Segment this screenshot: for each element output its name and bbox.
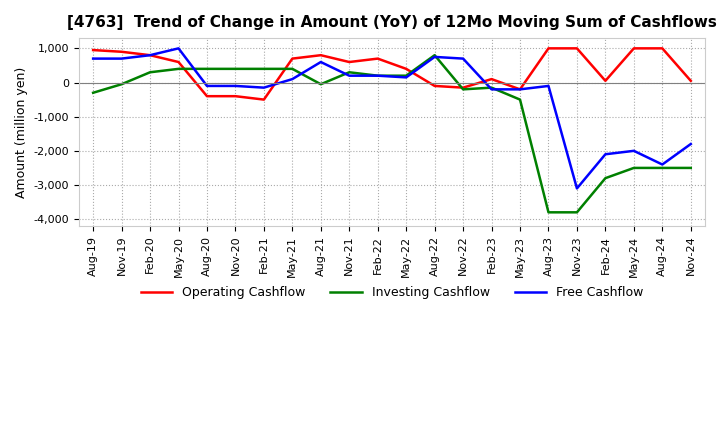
Line: Free Cashflow: Free Cashflow: [93, 48, 690, 188]
Investing Cashflow: [686, 165, 695, 171]
Y-axis label: Amount (million yen): Amount (million yen): [15, 66, 28, 198]
Free Cashflow: [601, 152, 610, 157]
Investing Cashflow: [345, 70, 354, 75]
Operating Cashflow: [572, 46, 581, 51]
Free Cashflow: [145, 52, 154, 58]
Operating Cashflow: [516, 87, 524, 92]
Investing Cashflow: [174, 66, 183, 71]
Line: Investing Cashflow: Investing Cashflow: [93, 55, 690, 213]
Operating Cashflow: [317, 52, 325, 58]
Operating Cashflow: [89, 48, 97, 53]
Free Cashflow: [345, 73, 354, 78]
Operating Cashflow: [431, 83, 439, 88]
Investing Cashflow: [145, 70, 154, 75]
Free Cashflow: [174, 46, 183, 51]
Operating Cashflow: [629, 46, 638, 51]
Operating Cashflow: [260, 97, 269, 102]
Operating Cashflow: [459, 85, 467, 90]
Free Cashflow: [658, 162, 667, 167]
Operating Cashflow: [202, 94, 211, 99]
Investing Cashflow: [487, 85, 496, 90]
Free Cashflow: [516, 87, 524, 92]
Operating Cashflow: [288, 56, 297, 61]
Investing Cashflow: [317, 81, 325, 87]
Investing Cashflow: [516, 97, 524, 102]
Investing Cashflow: [402, 73, 410, 78]
Operating Cashflow: [686, 78, 695, 84]
Free Cashflow: [117, 56, 126, 61]
Investing Cashflow: [202, 66, 211, 71]
Free Cashflow: [231, 83, 240, 88]
Operating Cashflow: [231, 94, 240, 99]
Free Cashflow: [317, 59, 325, 65]
Operating Cashflow: [402, 66, 410, 71]
Operating Cashflow: [117, 49, 126, 55]
Investing Cashflow: [459, 87, 467, 92]
Free Cashflow: [374, 73, 382, 78]
Free Cashflow: [572, 186, 581, 191]
Free Cashflow: [89, 56, 97, 61]
Investing Cashflow: [288, 66, 297, 71]
Line: Operating Cashflow: Operating Cashflow: [93, 48, 690, 99]
Free Cashflow: [260, 85, 269, 90]
Operating Cashflow: [487, 77, 496, 82]
Free Cashflow: [431, 54, 439, 59]
Free Cashflow: [686, 141, 695, 147]
Operating Cashflow: [658, 46, 667, 51]
Operating Cashflow: [145, 52, 154, 58]
Free Cashflow: [202, 83, 211, 88]
Investing Cashflow: [658, 165, 667, 171]
Free Cashflow: [544, 83, 553, 88]
Investing Cashflow: [117, 81, 126, 87]
Free Cashflow: [487, 87, 496, 92]
Investing Cashflow: [629, 165, 638, 171]
Operating Cashflow: [601, 78, 610, 84]
Investing Cashflow: [601, 176, 610, 181]
Legend: Operating Cashflow, Investing Cashflow, Free Cashflow: Operating Cashflow, Investing Cashflow, …: [135, 281, 648, 304]
Investing Cashflow: [544, 210, 553, 215]
Investing Cashflow: [260, 66, 269, 71]
Operating Cashflow: [345, 59, 354, 65]
Operating Cashflow: [174, 59, 183, 65]
Free Cashflow: [459, 56, 467, 61]
Title: [4763]  Trend of Change in Amount (YoY) of 12Mo Moving Sum of Cashflows: [4763] Trend of Change in Amount (YoY) o…: [67, 15, 717, 30]
Free Cashflow: [402, 75, 410, 80]
Investing Cashflow: [89, 90, 97, 95]
Operating Cashflow: [544, 46, 553, 51]
Investing Cashflow: [374, 73, 382, 78]
Investing Cashflow: [572, 210, 581, 215]
Investing Cashflow: [431, 52, 439, 58]
Free Cashflow: [629, 148, 638, 154]
Operating Cashflow: [374, 56, 382, 61]
Free Cashflow: [288, 77, 297, 82]
Investing Cashflow: [231, 66, 240, 71]
